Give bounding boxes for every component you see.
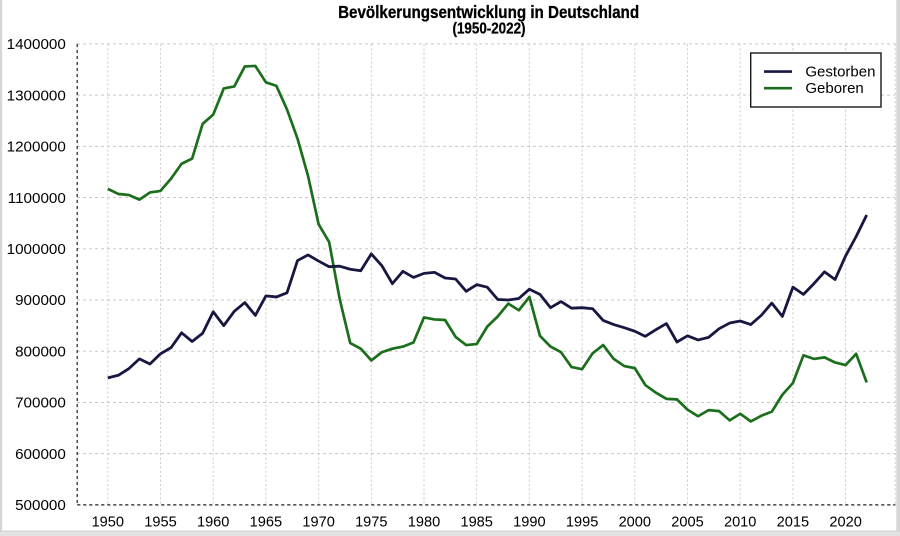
svg-text:900000: 900000 bbox=[15, 292, 66, 309]
svg-text:1200000: 1200000 bbox=[7, 139, 66, 156]
svg-text:1995: 1995 bbox=[566, 515, 598, 531]
svg-text:2015: 2015 bbox=[777, 515, 809, 531]
svg-text:600000: 600000 bbox=[15, 446, 66, 463]
svg-text:1990: 1990 bbox=[513, 515, 545, 531]
svg-text:2020: 2020 bbox=[829, 515, 861, 531]
svg-text:Geboren: Geboren bbox=[805, 80, 863, 97]
svg-text:700000: 700000 bbox=[15, 395, 66, 412]
svg-text:1970: 1970 bbox=[302, 515, 334, 531]
svg-text:1100000: 1100000 bbox=[8, 190, 66, 207]
svg-text:Bevölkerungsentwicklung in Deu: Bevölkerungsentwicklung in Deutschland bbox=[338, 2, 639, 22]
svg-text:2010: 2010 bbox=[724, 515, 756, 531]
svg-text:1960: 1960 bbox=[197, 515, 229, 531]
svg-text:800000: 800000 bbox=[15, 343, 66, 360]
svg-text:2000: 2000 bbox=[619, 515, 651, 531]
svg-text:1975: 1975 bbox=[355, 515, 387, 531]
svg-text:1985: 1985 bbox=[460, 515, 492, 531]
svg-text:1400000: 1400000 bbox=[7, 36, 66, 53]
svg-text:1965: 1965 bbox=[250, 515, 282, 531]
svg-text:1950: 1950 bbox=[92, 515, 124, 531]
svg-text:500000: 500000 bbox=[15, 497, 66, 514]
svg-text:1300000: 1300000 bbox=[7, 87, 66, 104]
svg-text:Gestorben: Gestorben bbox=[805, 64, 875, 81]
svg-text:1955: 1955 bbox=[144, 515, 176, 531]
svg-text:2005: 2005 bbox=[671, 515, 703, 531]
svg-text:1980: 1980 bbox=[408, 515, 440, 531]
svg-text:1000000: 1000000 bbox=[7, 241, 66, 258]
svg-text:(1950-2022): (1950-2022) bbox=[453, 21, 526, 38]
